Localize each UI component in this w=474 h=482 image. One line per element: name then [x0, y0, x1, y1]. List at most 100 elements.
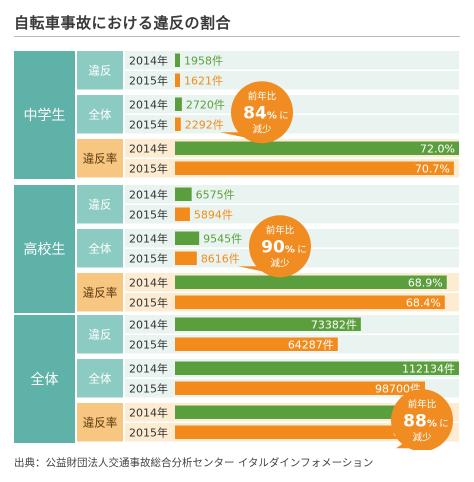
data-label: 8616件	[201, 252, 240, 265]
data-label: 68.9%	[408, 276, 443, 289]
year-label: 2014年	[129, 141, 168, 155]
callout-line1: 前年比	[408, 398, 437, 410]
year-label: 2014年	[129, 187, 168, 201]
metric-label: 違反	[89, 197, 112, 211]
row-background	[125, 185, 459, 204]
metric-label-box	[77, 229, 123, 268]
callout-value: 84%	[243, 103, 277, 123]
bar-2015	[175, 117, 181, 131]
group-label-box	[14, 51, 75, 179]
data-label: 9545件	[203, 232, 242, 245]
data-label: 70.7%	[415, 162, 450, 175]
group-label: 全体	[31, 371, 59, 388]
year-label: 2014年	[129, 53, 168, 67]
year-label: 2014年	[129, 97, 168, 111]
row-background	[125, 205, 459, 224]
source-note: 出典：公益財団法人交通事故総合分析センター イタルダインフォメーション	[14, 457, 374, 469]
row-background	[125, 115, 459, 134]
callout-suffix: に	[439, 418, 449, 429]
group-label: 高校生	[24, 241, 66, 258]
callout-bubble	[391, 389, 453, 450]
bar-2015	[175, 425, 432, 439]
metric-label: 全体	[89, 371, 112, 385]
metric-label: 違反率	[83, 285, 118, 299]
bar-2014	[175, 141, 459, 155]
metric-label-box	[77, 185, 123, 224]
data-label: 2292件	[185, 118, 224, 131]
row-background	[125, 51, 459, 70]
data-label: 6575件	[196, 188, 235, 201]
bar-2014	[175, 361, 459, 375]
year-label: 2015年	[129, 295, 168, 309]
metric-label-box	[77, 139, 123, 178]
callout-line3: 減少	[270, 257, 290, 269]
metric-label-box	[77, 273, 123, 312]
bar-2014	[175, 187, 192, 201]
callout-line1: 前年比	[248, 90, 277, 102]
year-label: 2015年	[129, 381, 168, 395]
metric-label: 全体	[89, 107, 112, 121]
callout-bubble	[249, 215, 311, 278]
year-label: 2015年	[129, 73, 168, 87]
year-label: 2014年	[129, 317, 168, 331]
callout-bubble	[231, 81, 293, 144]
group-label-box	[14, 185, 75, 313]
metric-label: 違反	[89, 327, 112, 341]
data-label: 73382件	[311, 318, 357, 331]
data-label: 2720件	[186, 98, 225, 111]
metric-label-box	[77, 315, 123, 354]
bar-2015	[175, 295, 445, 309]
bar-2015	[175, 73, 180, 87]
year-label: 2015年	[129, 207, 168, 221]
row-background	[125, 95, 459, 114]
data-label: 5894件	[194, 208, 233, 221]
bar-2014	[175, 231, 200, 245]
year-label: 2014年	[129, 231, 168, 245]
group-label: 中学生	[24, 108, 66, 124]
title-divider	[14, 36, 460, 37]
callout-line3: 減少	[412, 431, 432, 443]
bar-2015	[175, 161, 454, 175]
data-label: 64287件	[288, 338, 334, 351]
data-label: 112134件	[402, 362, 455, 375]
data-label: 72.0%	[420, 142, 455, 155]
callout-value: 90%	[261, 237, 295, 257]
year-label: 2015年	[129, 337, 168, 351]
bar-2015	[175, 251, 197, 265]
year-label: 2015年	[129, 251, 168, 265]
callout-value: 88%	[403, 411, 437, 431]
year-label: 2015年	[129, 161, 168, 175]
chart-title: 自転車事故における違反の割合	[14, 14, 232, 32]
metric-label: 違反率	[83, 151, 118, 165]
bar-2014	[175, 97, 182, 111]
metric-label-box	[77, 359, 123, 398]
bar-2014	[175, 53, 180, 67]
data-label: 68.4%	[406, 296, 441, 309]
bar-2014	[175, 405, 433, 419]
bar-2014	[175, 317, 361, 331]
year-label: 2015年	[129, 117, 168, 131]
year-label: 2014年	[129, 361, 168, 375]
data-label: 1958件	[184, 54, 223, 67]
callout-suffix: に	[297, 244, 307, 255]
callout-line1: 前年比	[266, 224, 295, 236]
metric-label: 全体	[89, 241, 112, 255]
year-label: 2014年	[129, 275, 168, 289]
metric-label-box	[77, 51, 123, 90]
row-background	[125, 71, 459, 90]
metric-label: 違反率	[83, 415, 118, 429]
bar-2015	[175, 207, 190, 221]
bar-2014	[175, 275, 447, 289]
bar-2015	[175, 337, 338, 351]
metric-label: 違反	[89, 63, 112, 77]
callout-suffix: に	[279, 110, 289, 121]
metric-label-box	[77, 403, 123, 442]
bar-2015	[175, 381, 425, 395]
group-label-box	[14, 315, 75, 443]
callout-line3: 減少	[252, 123, 272, 135]
year-label: 2014年	[129, 405, 168, 419]
data-label: 1621件	[184, 74, 223, 87]
metric-label-box	[77, 95, 123, 134]
year-label: 2015年	[129, 425, 168, 439]
